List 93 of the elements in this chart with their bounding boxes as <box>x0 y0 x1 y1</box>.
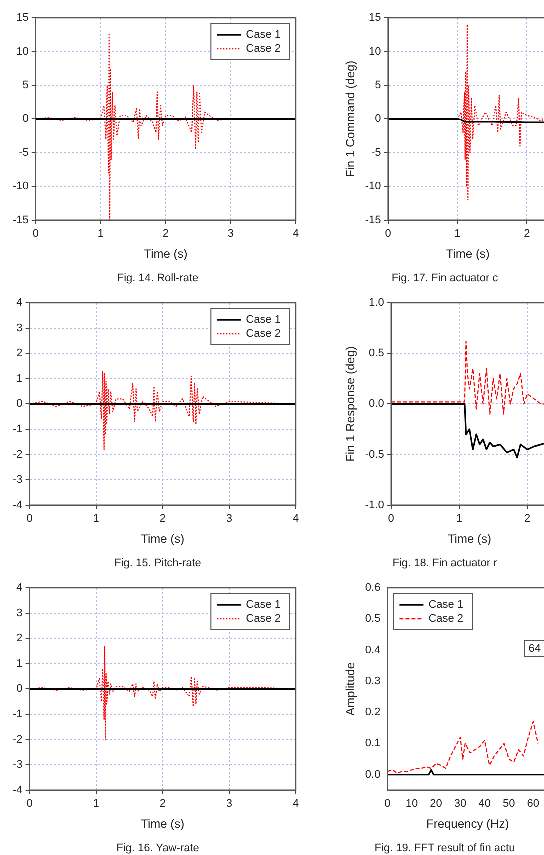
y-tick-label: 0.4 <box>365 644 381 656</box>
y-tick-label: -2 <box>13 734 23 746</box>
x-tick-label: 10 <box>406 798 418 810</box>
caption: Fig. 18. Fin actuator r <box>392 558 498 570</box>
x-axis-title: Time (s) <box>141 532 185 546</box>
y-tick-label: 15 <box>369 12 382 24</box>
x-tick-label: 50 <box>503 798 516 810</box>
y-tick-label: 4 <box>16 297 23 310</box>
legend-label: Case 2 <box>246 43 282 56</box>
y-tick-label: 10 <box>16 46 29 58</box>
x-tick-label: 1 <box>93 513 100 526</box>
legend-label: Case 1 <box>246 314 282 326</box>
y-tick-label: 0 <box>22 113 29 126</box>
y-axis-title: Amplitude <box>344 662 358 716</box>
y-tick-label: 0.6 <box>365 582 381 594</box>
y-tick-label: 0 <box>375 113 382 126</box>
y-tick-label: -4 <box>13 784 23 796</box>
y-tick-label: 1.0 <box>369 297 384 310</box>
y-tick-label: 0 <box>16 398 23 410</box>
legend-label: Case 1 <box>246 599 282 612</box>
y-tick-label: -15 <box>365 214 382 226</box>
y-tick-label: -1 <box>13 708 23 721</box>
y-tick-label: 10 <box>369 46 382 58</box>
x-tick-label: 3 <box>226 513 233 526</box>
y-axis-title: Fin 1 Command (deg) <box>344 60 358 178</box>
caption: Fig. 14. Roll-rate <box>117 272 199 285</box>
x-axis-title: Time (s) <box>446 247 490 262</box>
x-tick-label: 3 <box>228 228 234 240</box>
y-tick-label: -1.0 <box>365 499 384 512</box>
legend-label: Case 1 <box>428 599 464 612</box>
y-tick-label: 5 <box>375 80 382 92</box>
x-tick-label: 2 <box>160 513 166 526</box>
y-tick-label: -2 <box>13 448 23 461</box>
y-tick-label: 0.3 <box>365 675 381 688</box>
x-tick-label: 2 <box>524 513 531 526</box>
y-tick-label: -10 <box>365 180 382 193</box>
y-tick-label: -3 <box>13 759 23 772</box>
x-tick-label: 2 <box>160 798 166 810</box>
x-axis-title: Frequency (Hz) <box>426 817 510 832</box>
y-tick-label: 0.0 <box>365 768 381 781</box>
y-tick-label: -5 <box>19 146 29 159</box>
x-tick-label: 3 <box>226 798 233 810</box>
x-tick-label: 0 <box>388 513 394 526</box>
y-tick-label: 5 <box>22 80 29 92</box>
y-tick-label: -1 <box>13 424 23 436</box>
y-tick-label: 0.5 <box>369 348 384 360</box>
annotation: 64 <box>528 642 542 655</box>
x-tick-label: 2 <box>162 228 170 240</box>
y-tick-label: -4 <box>13 499 23 512</box>
y-tick-label: 15 <box>16 12 29 24</box>
line-series <box>388 721 539 774</box>
y-tick-label: 1 <box>16 658 23 670</box>
x-tick-label: 30 <box>454 798 467 810</box>
legend-label: Case 1 <box>246 29 282 42</box>
y-tick-label: -3 <box>13 474 23 486</box>
x-tick-label: 0 <box>32 228 39 240</box>
y-tick-label: 2 <box>16 348 23 360</box>
caption: Fig. 16. Yaw-rate <box>116 842 200 855</box>
x-tick-label: 2 <box>524 228 530 240</box>
x-tick-label: 60 <box>527 798 540 810</box>
y-tick-label: 0.2 <box>365 706 381 719</box>
x-tick-label: 40 <box>478 798 491 810</box>
y-tick-label: -10 <box>12 180 29 193</box>
x-axis-title: Time (s) <box>141 817 185 832</box>
x-tick-label: 1 <box>93 798 100 810</box>
y-tick-label: 0 <box>16 683 23 696</box>
x-tick-label: 4 <box>292 228 300 240</box>
legend-label: Case 2 <box>428 613 464 626</box>
caption: Fig. 19. FFT result of fin actu <box>374 842 516 855</box>
x-tick-label: 4 <box>292 798 300 810</box>
x-axis-title: Time (s) <box>448 532 492 546</box>
y-tick-label: -15 <box>12 214 29 226</box>
x-tick-label: 1 <box>454 228 461 240</box>
x-tick-label: 1 <box>98 228 104 240</box>
y-tick-label: 4 <box>16 582 23 594</box>
y-axis-title: Fin 1 Response (deg) <box>344 346 358 462</box>
x-tick-label: 1 <box>456 513 463 526</box>
y-tick-label: 0.1 <box>365 738 381 750</box>
legend-label: Case 2 <box>246 613 282 626</box>
y-tick-label: 3 <box>16 322 23 334</box>
x-tick-label: 20 <box>430 798 442 810</box>
caption: Fig. 17. Fin actuator c <box>392 272 499 285</box>
y-tick-label: 2 <box>16 632 23 645</box>
y-tick-label: 3 <box>16 607 23 620</box>
y-tick-label: 1 <box>16 372 23 385</box>
x-axis-title: Time (s) <box>144 247 188 262</box>
y-tick-label: -5 <box>372 146 382 159</box>
caption: Fig. 15. Pitch-rate <box>114 558 202 570</box>
y-tick-label: -0.5 <box>365 448 384 461</box>
y-tick-label: 0.0 <box>369 398 384 410</box>
x-tick-label: 4 <box>292 513 300 526</box>
legend-label: Case 2 <box>246 328 282 340</box>
y-tick-label: 0.5 <box>365 613 381 626</box>
